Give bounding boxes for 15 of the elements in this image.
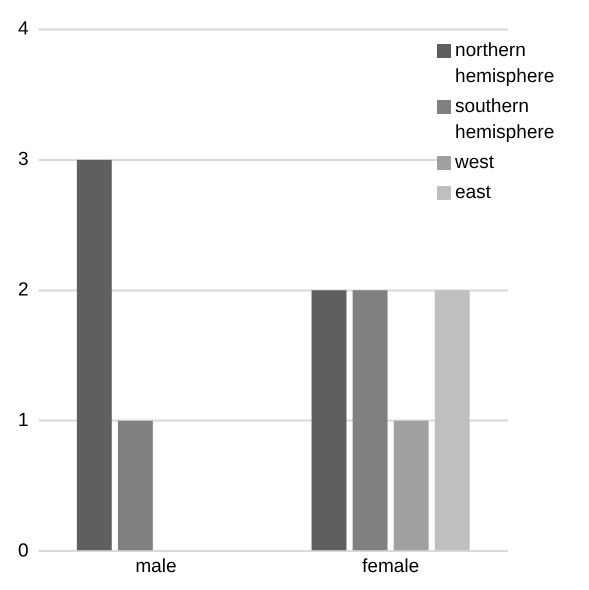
y-tick-label: 4 bbox=[18, 18, 29, 40]
bar bbox=[394, 420, 429, 550]
y-tick-label: 1 bbox=[18, 410, 29, 431]
legend-label: east bbox=[455, 181, 491, 205]
x-tick-label: male bbox=[135, 556, 177, 577]
bar bbox=[118, 420, 153, 550]
y-tick-label: 2 bbox=[18, 280, 29, 301]
y-tick-label: 3 bbox=[18, 149, 29, 170]
bar bbox=[352, 290, 388, 550]
y-tick-label: 0 bbox=[18, 540, 29, 562]
legend-label: west bbox=[455, 151, 494, 175]
x-tick-label: female bbox=[362, 556, 420, 577]
bar bbox=[76, 160, 112, 550]
bar bbox=[434, 290, 470, 550]
bar bbox=[312, 290, 346, 550]
